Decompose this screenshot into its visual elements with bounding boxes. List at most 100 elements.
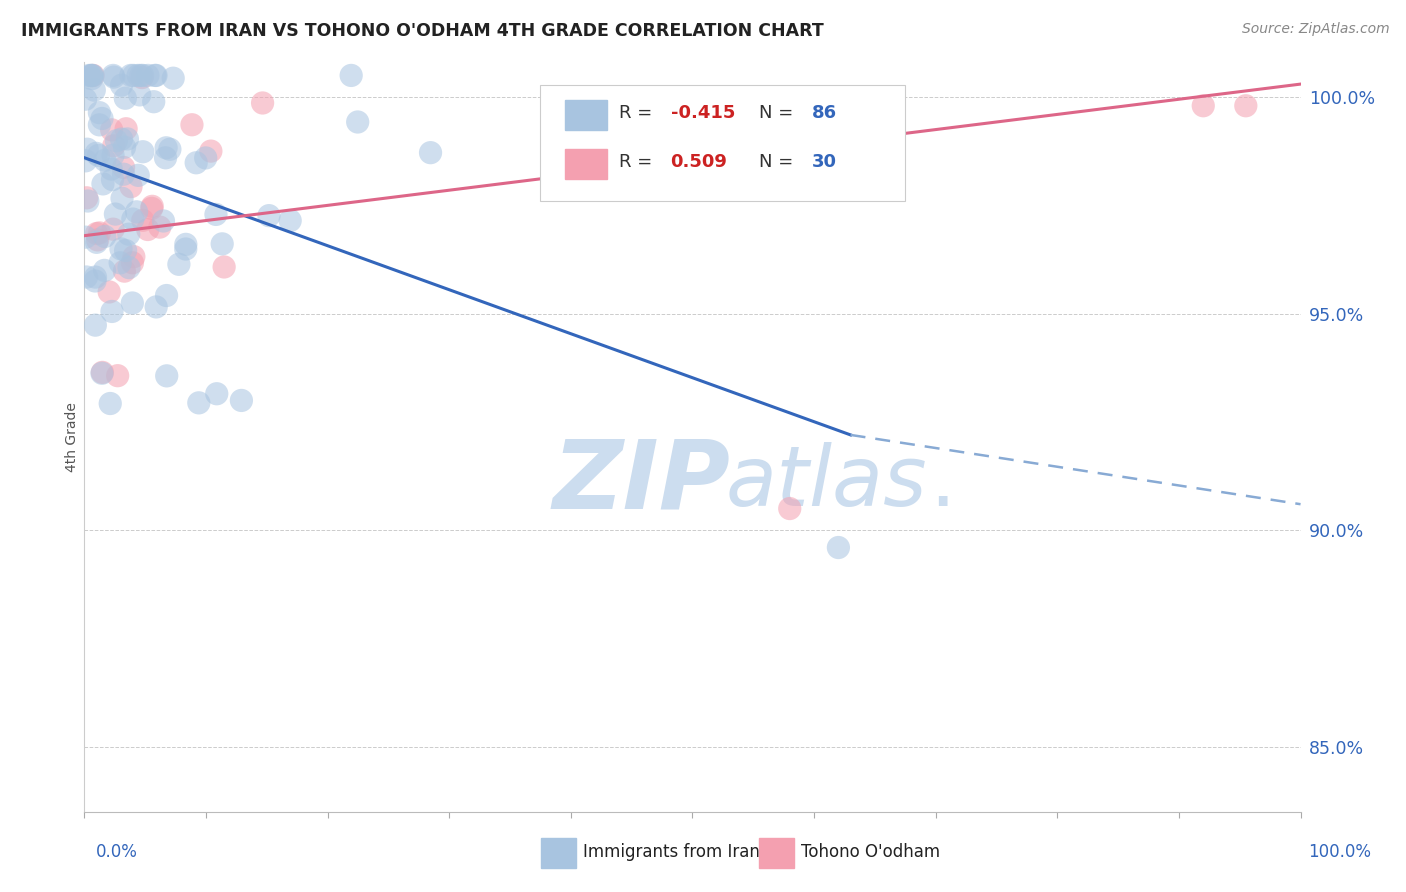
Point (155, 288, 177, 302)
Point (100, 162, 122, 177)
Point (152, 214, 174, 228)
Point (200, 144, 222, 158)
Point (101, 148, 124, 162)
Point (77, 69, 100, 83)
Point (103, 70, 125, 84)
Point (76, 191, 98, 205)
Point (205, 386, 228, 401)
Point (98, 396, 121, 410)
Point (110, 78, 132, 92)
Point (120, 69, 142, 83)
Point (112, 167, 135, 181)
Point (101, 69, 124, 83)
Point (155, 151, 177, 165)
Text: N =: N = (759, 103, 800, 121)
Text: R =: R = (620, 153, 658, 171)
Point (122, 69, 145, 83)
Point (75, 153, 97, 168)
Text: 86: 86 (811, 103, 837, 121)
Point (117, 132, 139, 146)
Point (827, 541, 849, 555)
Point (118, 227, 141, 242)
Point (103, 139, 125, 153)
Point (159, 142, 181, 156)
Bar (565, 100, 607, 130)
Point (143, 69, 166, 83)
Point (155, 141, 177, 155)
Point (118, 260, 141, 275)
Point (136, 69, 159, 83)
Point (115, 121, 138, 136)
Text: R =: R = (620, 103, 658, 121)
Point (128, 87, 150, 102)
Text: 0.509: 0.509 (671, 153, 727, 171)
Point (101, 172, 124, 186)
Point (107, 368, 129, 383)
Text: 0.0%: 0.0% (96, 843, 138, 861)
Text: atlas: atlas (725, 442, 927, 523)
Point (186, 155, 208, 169)
Point (84, 146, 107, 161)
Point (105, 134, 128, 148)
Point (76, 142, 98, 156)
Point (257, 209, 280, 223)
Point (80, 71, 103, 86)
Text: N =: N = (759, 153, 800, 171)
Point (779, 501, 801, 516)
Point (174, 237, 197, 252)
Point (156, 368, 179, 383)
Point (127, 169, 149, 183)
Point (82, 69, 104, 83)
Text: ZIP: ZIP (553, 435, 731, 529)
Point (145, 69, 167, 83)
Text: .: . (929, 442, 956, 523)
Y-axis label: 4th Grade: 4th Grade (65, 402, 79, 472)
Point (1192, 99, 1215, 113)
Point (121, 296, 143, 310)
Point (89, 105, 111, 120)
Point (101, 222, 124, 236)
Point (121, 256, 143, 270)
Point (91, 177, 114, 191)
Point (84, 270, 107, 285)
Point (76, 194, 98, 208)
Point (205, 207, 228, 221)
Point (174, 242, 197, 256)
Point (142, 95, 165, 109)
Point (114, 91, 136, 105)
Text: IMMIGRANTS FROM IRAN VS TOHONO O'ODHAM 4TH GRADE CORRELATION CHART: IMMIGRANTS FROM IRAN VS TOHONO O'ODHAM 4… (21, 22, 824, 40)
Point (83, 83, 105, 97)
FancyBboxPatch shape (540, 85, 905, 201)
Point (132, 213, 155, 227)
Point (212, 260, 235, 274)
Text: 30: 30 (811, 153, 837, 171)
Point (125, 204, 148, 219)
Point (80, 69, 103, 83)
Point (89, 226, 111, 240)
Point (86, 235, 108, 250)
Point (84, 318, 107, 332)
Point (114, 140, 136, 154)
Point (127, 69, 149, 83)
Point (87, 148, 110, 162)
Point (187, 396, 209, 410)
Point (91, 366, 114, 380)
Point (136, 222, 159, 236)
Point (141, 199, 163, 213)
Point (121, 212, 143, 227)
Point (181, 118, 204, 132)
Text: -0.415: -0.415 (671, 103, 735, 121)
Point (162, 71, 184, 86)
Point (346, 115, 368, 129)
Point (122, 250, 145, 264)
Point (91, 365, 114, 379)
Point (86, 233, 108, 247)
Text: Tohono O'odham: Tohono O'odham (801, 843, 941, 861)
Point (419, 145, 441, 160)
Point (141, 202, 163, 216)
Point (75, 230, 97, 244)
Point (101, 304, 124, 318)
Point (76, 270, 98, 285)
Point (167, 257, 190, 271)
Point (94, 229, 117, 244)
